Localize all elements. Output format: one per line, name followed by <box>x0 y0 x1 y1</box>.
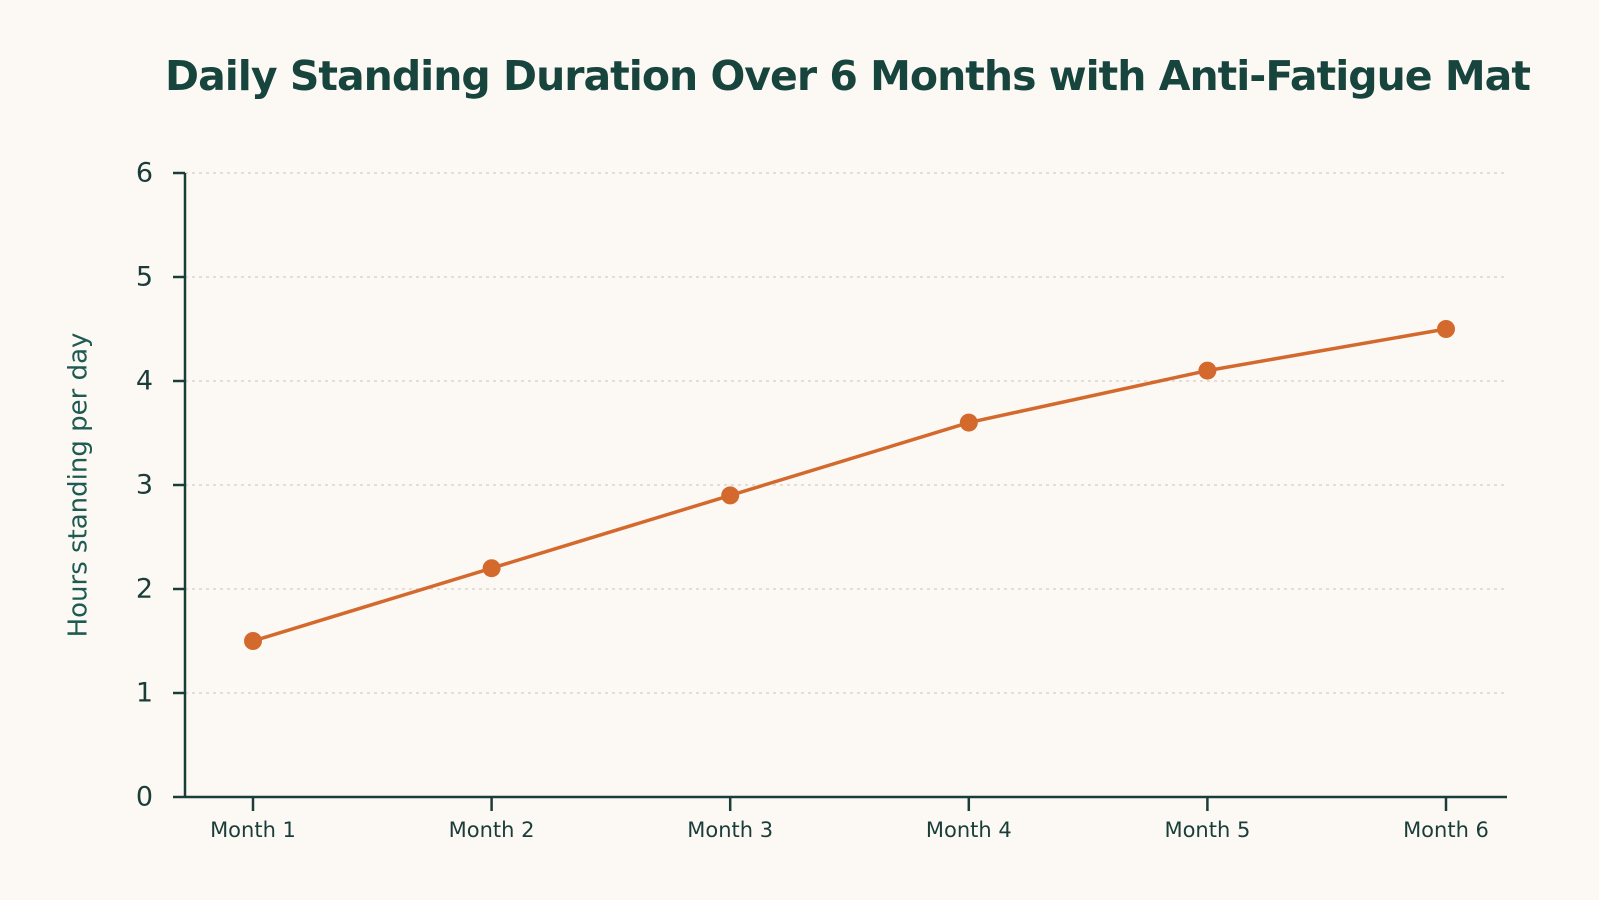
data-point <box>244 632 262 650</box>
data-point <box>1437 320 1455 338</box>
series-line <box>251 327 1448 643</box>
chart-title: Daily Standing Duration Over 6 Months wi… <box>165 52 1531 100</box>
y-tick-label: 2 <box>136 574 153 605</box>
x-ticks: Month 1 Month 2 Month 3 Month 4 Month 5 Month… <box>210 797 1489 842</box>
x-tick-label: Month 1 <box>210 818 296 842</box>
data-point <box>1198 361 1217 380</box>
y-tick-label: 1 <box>136 678 153 709</box>
x-tick-label: Month 3 <box>687 818 773 842</box>
grid-lines <box>185 172 1507 694</box>
data-point <box>721 486 740 505</box>
y-tick-label: 0 <box>136 782 153 813</box>
y-ticks: 0 1 2 3 4 5 6 <box>136 158 185 813</box>
x-tick-label: Month 2 <box>449 818 535 842</box>
x-tick-label: Month 6 <box>1403 818 1489 842</box>
y-tick-label: 5 <box>136 262 153 293</box>
y-tick-label: 3 <box>136 470 153 501</box>
y-axis-label: Hours standing per day <box>64 333 94 638</box>
x-tick-label: Month 4 <box>926 818 1012 842</box>
data-point <box>482 559 501 578</box>
x-tick-label: Month 5 <box>1164 818 1250 842</box>
y-tick-label: 4 <box>136 366 153 397</box>
y-tick-label: 6 <box>136 158 153 189</box>
data-point <box>959 413 978 432</box>
data-series <box>244 320 1455 650</box>
